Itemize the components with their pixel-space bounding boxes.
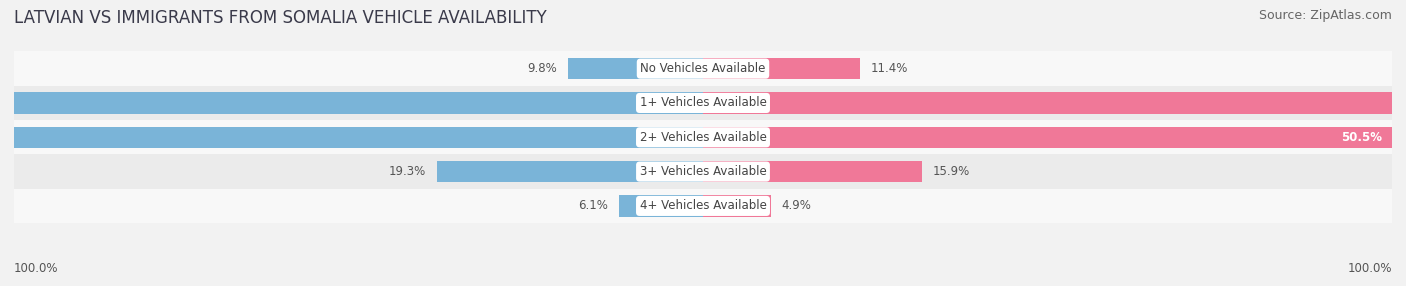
Bar	[703, 127, 1399, 148]
Bar	[0, 92, 703, 114]
Text: 6.1%: 6.1%	[578, 199, 607, 212]
Bar	[14, 51, 1392, 86]
Text: LATVIAN VS IMMIGRANTS FROM SOMALIA VEHICLE AVAILABILITY: LATVIAN VS IMMIGRANTS FROM SOMALIA VEHIC…	[14, 9, 547, 27]
Bar	[14, 120, 1392, 154]
Bar	[14, 154, 1392, 189]
Bar	[14, 86, 1392, 120]
Text: 2+ Vehicles Available: 2+ Vehicles Available	[640, 131, 766, 144]
Text: 50.5%: 50.5%	[1341, 131, 1382, 144]
Text: 3+ Vehicles Available: 3+ Vehicles Available	[640, 165, 766, 178]
Bar	[703, 92, 1406, 114]
Text: 100.0%: 100.0%	[1347, 262, 1392, 275]
Bar	[568, 58, 703, 79]
Bar	[703, 195, 770, 217]
Bar	[0, 127, 703, 148]
Text: 19.3%: 19.3%	[389, 165, 426, 178]
Bar	[703, 58, 860, 79]
Text: 9.8%: 9.8%	[527, 62, 557, 75]
Bar	[703, 161, 922, 182]
Text: 4+ Vehicles Available: 4+ Vehicles Available	[640, 199, 766, 212]
Text: Source: ZipAtlas.com: Source: ZipAtlas.com	[1258, 9, 1392, 21]
Text: No Vehicles Available: No Vehicles Available	[640, 62, 766, 75]
Text: 100.0%: 100.0%	[14, 262, 59, 275]
Text: 15.9%: 15.9%	[934, 165, 970, 178]
Text: 1+ Vehicles Available: 1+ Vehicles Available	[640, 96, 766, 110]
Bar	[437, 161, 703, 182]
Bar	[619, 195, 703, 217]
Bar	[14, 189, 1392, 223]
Text: 4.9%: 4.9%	[782, 199, 811, 212]
Text: 11.4%: 11.4%	[872, 62, 908, 75]
